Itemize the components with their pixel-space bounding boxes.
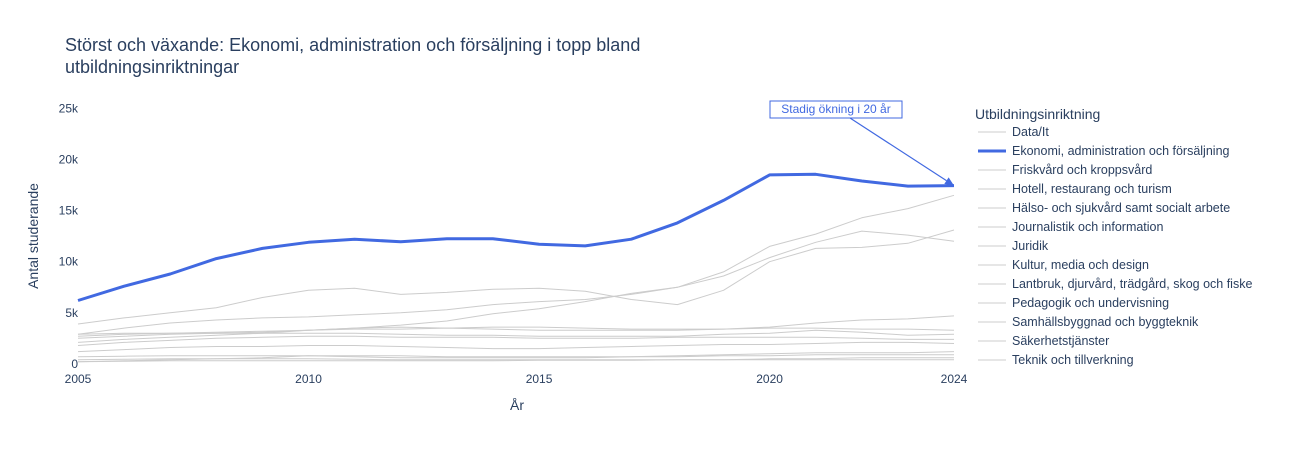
legend-item[interactable]: Journalistik och information — [978, 220, 1164, 234]
legend-label: Säkerhetstjänster — [1012, 334, 1109, 348]
annotation-text: Stadig ökning i 20 år — [781, 102, 890, 116]
legend-label: Journalistik och information — [1012, 220, 1164, 234]
legend-label: Kultur, media och design — [1012, 258, 1149, 272]
series-line-0 — [77, 194, 955, 335]
legend-label: Juridik — [1012, 239, 1049, 253]
series-line-8 — [77, 354, 954, 358]
series-line-4 — [77, 230, 955, 343]
legend-item[interactable]: Säkerhetstjänster — [978, 334, 1109, 348]
y-tick-label: 25k — [59, 101, 79, 115]
series-line-10 — [77, 315, 955, 339]
legend-title: Utbildningsinriktning — [975, 106, 1100, 122]
y-tick-label: 0 — [71, 357, 78, 371]
series-line-6 — [77, 351, 955, 363]
x-axis-title: År — [510, 397, 524, 413]
x-tick-label: 2020 — [756, 372, 783, 386]
x-tick-label: 2010 — [295, 372, 322, 386]
chart-title-line-1: Störst och växande: Ekonomi, administrat… — [65, 35, 640, 55]
series-line-9 — [77, 229, 955, 325]
x-tick-label: 2015 — [526, 372, 553, 386]
legend-label: Pedagogik och undervisning — [1012, 296, 1169, 310]
chart-title-line-2: utbildningsinriktningar — [65, 57, 239, 77]
legend-item[interactable]: Teknik och tillverkning — [978, 353, 1134, 367]
series-line-11 — [77, 357, 954, 363]
legend-label: Hälso- och sjukvård samt socialt arbete — [1012, 201, 1230, 215]
legend-item[interactable]: Kultur, media och design — [978, 258, 1149, 272]
legend-label: Data/It — [1012, 125, 1049, 139]
legend-item[interactable]: Ekonomi, administration och försäljning — [978, 144, 1230, 158]
x-tick-label: 2024 — [941, 372, 968, 386]
y-tick-label: 5k — [65, 306, 79, 320]
annotation: Stadig ökning i 20 år — [769, 100, 954, 186]
legend-item[interactable]: Juridik — [978, 239, 1049, 253]
annotation-arrow — [849, 117, 947, 182]
legend-item[interactable]: Hälso- och sjukvård samt socialt arbete — [978, 201, 1230, 215]
legend-label: Samhällsbyggnad och byggteknik — [1012, 315, 1199, 329]
y-axis-title: Antal studerande — [25, 183, 41, 289]
series-line-2 — [77, 341, 955, 353]
y-tick-label: 20k — [59, 153, 79, 167]
annotation-box — [769, 100, 903, 119]
legend-item[interactable]: Hotell, restaurang och turism — [978, 182, 1172, 196]
muted-series-lines — [77, 194, 955, 363]
y-tick-label: 15k — [59, 204, 79, 218]
series-line-12 — [77, 326, 955, 337]
legend-label: Teknik och tillverkning — [1012, 353, 1134, 367]
legend-item[interactable]: Lantbruk, djurvård, trädgård, skog och f… — [978, 277, 1252, 291]
legend-label: Lantbruk, djurvård, trädgård, skog och f… — [1012, 277, 1252, 291]
legend[interactable]: Data/It Ekonomi, administration och försä… — [978, 125, 1252, 367]
legend-item[interactable]: Friskvård och kroppsvård — [978, 163, 1152, 177]
legend-label: Ekonomi, administration och försäljning — [1012, 144, 1230, 158]
legend-item[interactable]: Data/It — [978, 125, 1049, 139]
annotation-arrowhead — [944, 177, 954, 186]
y-axis-ticks: 0 5k 10k 15k 20k 25k — [59, 101, 79, 370]
x-axis-ticks: 2005 2010 2015 2020 2024 — [65, 372, 968, 386]
legend-label: Hotell, restaurang och turism — [1012, 182, 1172, 196]
x-tick-label: 2005 — [65, 372, 92, 386]
legend-item[interactable]: Samhällsbyggnad och byggteknik — [978, 315, 1199, 329]
y-tick-label: 10k — [59, 255, 79, 269]
highlight-series-lines — [77, 172, 955, 302]
series-line-7 — [77, 335, 954, 346]
legend-item[interactable]: Pedagogik och undervisning — [978, 296, 1169, 310]
series-line-1 — [77, 172, 955, 302]
legend-label: Friskvård och kroppsvård — [1012, 163, 1152, 177]
